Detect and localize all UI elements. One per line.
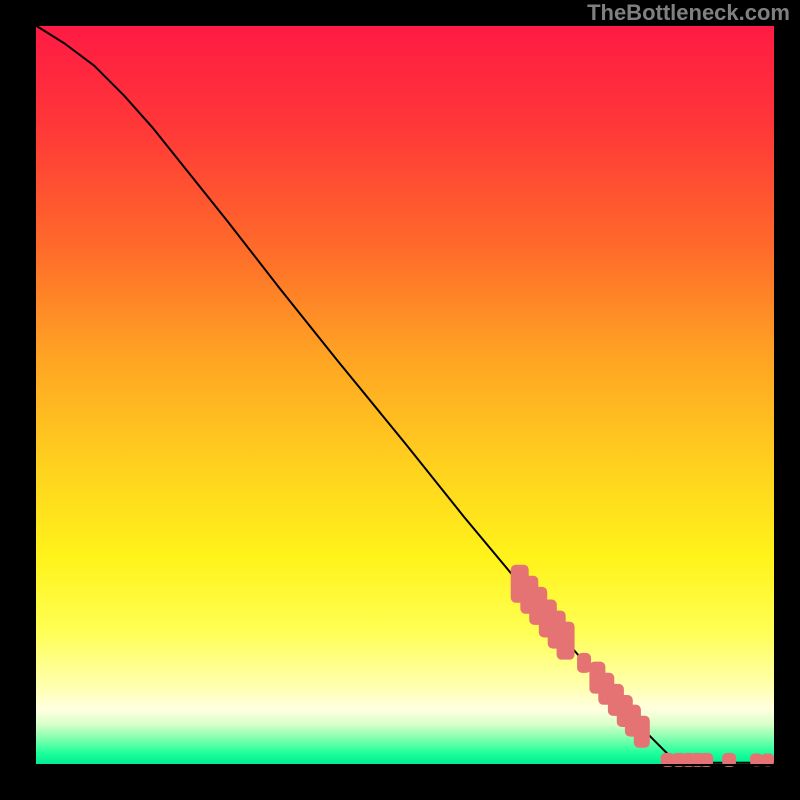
- curve-marker: [557, 622, 575, 660]
- chart-root: TheBottleneck.com: [0, 0, 800, 800]
- chart-svg: [0, 0, 800, 800]
- plot-background: [35, 25, 775, 765]
- curve-marker: [634, 716, 650, 748]
- curve-marker: [577, 653, 591, 673]
